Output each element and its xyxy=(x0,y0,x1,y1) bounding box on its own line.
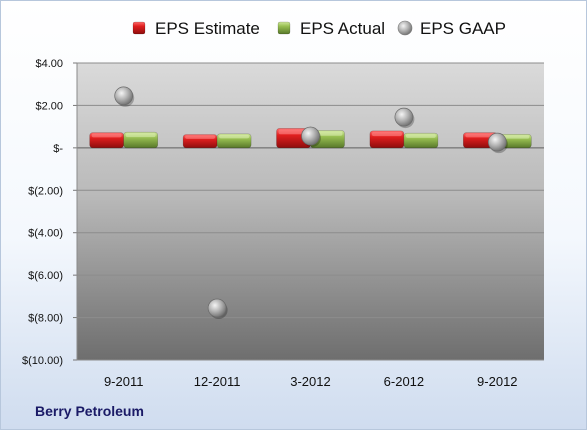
y-axis-ticks: $4.00 $2.00 $- $(2.00) $(4.00) $(6.00) $(8.00)… xyxy=(22,58,63,367)
legend: EPS Estimate EPS Actual EPS GAAP xyxy=(132,19,506,38)
x-category-label: 3-2012 xyxy=(290,374,330,389)
gridlines xyxy=(73,62,544,361)
x-category-label: 9-2012 xyxy=(477,374,517,389)
eps-estimate-bar-highlight xyxy=(465,133,496,138)
eps-gaap-point xyxy=(301,126,320,146)
eps-gaap-point xyxy=(207,298,227,318)
legend-estimate-swatch xyxy=(132,21,146,35)
plot-area xyxy=(77,63,544,360)
y-tick-label: $(6.00) xyxy=(28,270,63,282)
y-tick-label: $2.00 xyxy=(35,100,63,112)
eps-estimate-bar-highlight xyxy=(371,131,402,137)
y-tick-label: $4.00 xyxy=(35,58,63,70)
y-tick-label: $(4.00) xyxy=(28,228,63,240)
x-category-label: 6-2012 xyxy=(384,374,424,389)
eps-actual-bar-highlight xyxy=(405,134,436,138)
legend-actual-swatch xyxy=(277,21,291,35)
y-tick-label: $(2.00) xyxy=(28,185,63,197)
eps-estimate-bar-highlight xyxy=(278,129,309,135)
x-axis-categories: 9-2011 12-2011 3-2012 6-2012 9-2012 xyxy=(104,374,518,389)
company-name: Berry Petroleum xyxy=(35,403,144,419)
eps-gaap-point xyxy=(487,132,507,152)
legend-label: EPS Estimate xyxy=(155,19,260,38)
eps-actual-bar-highlight xyxy=(312,131,343,136)
eps-gaap-point xyxy=(114,86,134,106)
eps-estimate-bar-highlight xyxy=(185,135,216,139)
y-tick-label: $(10.00) xyxy=(22,355,63,367)
x-category-label: 12-2011 xyxy=(194,374,241,389)
eps-actual-bar-highlight xyxy=(499,135,530,139)
y-tick-label: $- xyxy=(53,143,63,155)
eps-estimate-bar-highlight xyxy=(91,133,122,138)
eps-gaap-point xyxy=(394,107,414,127)
gaap-points xyxy=(114,86,508,320)
legend-label: EPS GAAP xyxy=(420,19,506,38)
eps-actual-bar-highlight xyxy=(219,134,250,139)
y-tick-label: $(8.00) xyxy=(28,313,63,325)
legend-gaap-swatch xyxy=(397,20,413,36)
x-category-label: 9-2011 xyxy=(104,374,144,389)
legend-label: EPS Actual xyxy=(300,19,385,38)
eps-actual-bar-highlight xyxy=(125,133,156,138)
